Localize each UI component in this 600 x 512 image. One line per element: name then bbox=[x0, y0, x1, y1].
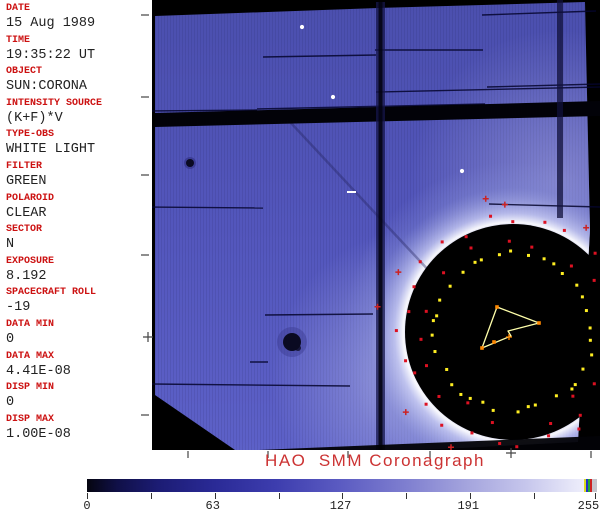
field-value: -19 bbox=[6, 300, 31, 316]
field-label: TIME bbox=[6, 34, 31, 46]
colorbar-stripe bbox=[590, 479, 592, 492]
colorbar-tick-label: 191 bbox=[457, 499, 480, 512]
field-value: 8.192 bbox=[6, 268, 47, 284]
field-value: N bbox=[6, 237, 15, 253]
field-value: 1.00E-08 bbox=[6, 426, 71, 442]
metadata-field: SPACECRAFT ROLL -19 bbox=[6, 287, 146, 316]
colorbar-tick bbox=[150, 493, 152, 499]
metadata-field: FILTER GREEN bbox=[6, 161, 146, 190]
metadata-field: OBJECT SUN:CORONA bbox=[6, 66, 146, 95]
metadata-field: DISP MAX 1.00E-08 bbox=[6, 414, 146, 443]
colorbar-stripe bbox=[592, 479, 597, 492]
field-label: DISP MIN bbox=[6, 382, 55, 394]
frame-ticks bbox=[141, 14, 592, 458]
camera-seam-vertical bbox=[376, 2, 385, 450]
field-value: CLEAR bbox=[6, 205, 47, 221]
field-label: TYPE-OBS bbox=[6, 129, 55, 141]
field-label: SECTOR bbox=[6, 224, 43, 236]
metadata-field: SECTOR N bbox=[6, 224, 146, 253]
metadata-field: DATE 15 Aug 1989 bbox=[6, 3, 146, 32]
field-label: FILTER bbox=[6, 161, 43, 172]
field-value: 19:35:22 UT bbox=[6, 47, 96, 63]
colorbar-tick bbox=[87, 493, 88, 499]
colorbar-tick bbox=[534, 493, 536, 499]
field-value: (K+F)*V bbox=[6, 110, 63, 126]
field-value: 15 Aug 1989 bbox=[6, 16, 96, 31]
colorbar-tick bbox=[470, 493, 472, 499]
coronagraph-image bbox=[141, 0, 600, 458]
field-value: 0 bbox=[6, 332, 15, 347]
metadata-field: POLAROID CLEAR bbox=[6, 193, 146, 222]
field-label: DATA MAX bbox=[6, 350, 55, 362]
field-label: POLAROID bbox=[6, 192, 55, 204]
field-label: EXPOSURE bbox=[6, 255, 55, 267]
star-specks bbox=[299, 24, 465, 193]
colorbar-tick-label: 63 bbox=[205, 499, 220, 512]
metadata-field: TIME 19:35:22 UT bbox=[6, 35, 146, 64]
metadata-field: INTENSITY SOURCE (K+F)*V bbox=[6, 98, 146, 127]
bottom-edge-band bbox=[258, 436, 600, 450]
metadata-field: DATA MIN 0 bbox=[6, 319, 146, 348]
metadata-sidebar: DATE 15 Aug 1989 TIME 19:35:22 UT OBJECT SUN:… bbox=[6, 0, 146, 455]
metadata-field: DATA MAX 4.41E-08 bbox=[6, 351, 146, 380]
colorbar-tick bbox=[595, 493, 596, 499]
colorbar-tick bbox=[406, 493, 408, 499]
metadata-field: DISP MIN 0 bbox=[6, 382, 146, 411]
field-value: GREEN bbox=[6, 174, 47, 189]
field-label: OBJECT bbox=[6, 66, 43, 78]
colorbar-gradient bbox=[87, 479, 597, 492]
colorbar-stripe bbox=[586, 479, 588, 492]
image-title: HAO SMM Coronagraph bbox=[265, 451, 485, 470]
colorbar-stripe bbox=[588, 479, 590, 492]
field-value: 0 bbox=[6, 395, 15, 411]
camera-seam-right bbox=[557, 0, 563, 218]
colorbar-tick-label: 127 bbox=[329, 499, 352, 512]
field-label: DATE bbox=[6, 3, 31, 14]
colorbar: 0 63 127 191 255 bbox=[83, 479, 600, 512]
occulting-disk bbox=[405, 224, 600, 440]
diagonal-ray-artifact bbox=[290, 122, 433, 275]
metadata-field: TYPE-OBS WHITE LIGHT bbox=[6, 129, 146, 158]
field-label: SPACECRAFT ROLL bbox=[6, 287, 97, 299]
colorbar-tick bbox=[342, 493, 344, 499]
field-value: SUN:CORONA bbox=[6, 79, 88, 95]
field-label: INTENSITY SOURCE bbox=[6, 97, 103, 109]
field-label: DATA MIN bbox=[6, 319, 55, 330]
colorbar-tick bbox=[214, 493, 216, 499]
metadata-field: EXPOSURE 8.192 bbox=[6, 256, 146, 285]
colorbar-stripe bbox=[584, 479, 586, 492]
field-label: DISP MAX bbox=[6, 413, 55, 425]
fiducial-dot-rings bbox=[374, 195, 597, 450]
pointing-arrow bbox=[480, 305, 541, 350]
field-value: WHITE LIGHT bbox=[6, 142, 96, 158]
field-value: 4.41E-08 bbox=[6, 363, 71, 379]
colorbar-tick-label: 0 bbox=[83, 499, 91, 512]
dust-blob bbox=[184, 157, 307, 357]
colorbar-tick bbox=[278, 493, 280, 499]
colorbar-tick-label: 255 bbox=[577, 499, 600, 512]
